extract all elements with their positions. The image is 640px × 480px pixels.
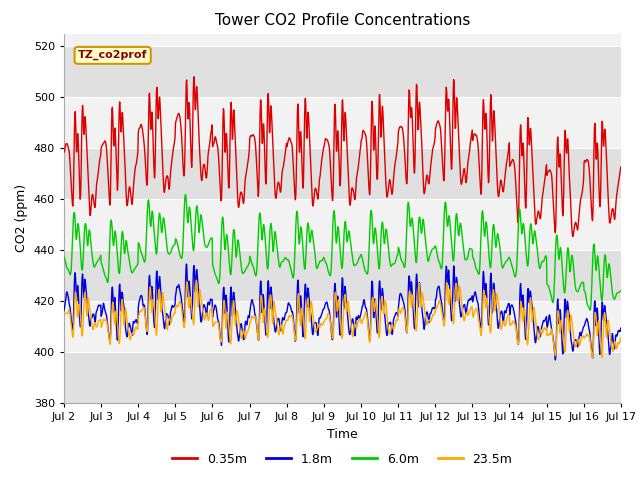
Legend: 0.35m, 1.8m, 6.0m, 23.5m: 0.35m, 1.8m, 6.0m, 23.5m <box>167 448 518 471</box>
Bar <box>64 352 621 403</box>
Bar <box>64 47 621 97</box>
Title: Tower CO2 Profile Concentrations: Tower CO2 Profile Concentrations <box>214 13 470 28</box>
X-axis label: Time: Time <box>327 428 358 441</box>
Text: TZ_co2prof: TZ_co2prof <box>78 50 147 60</box>
Bar <box>64 250 621 301</box>
Y-axis label: CO2 (ppm): CO2 (ppm) <box>15 184 28 252</box>
Bar <box>64 148 621 199</box>
